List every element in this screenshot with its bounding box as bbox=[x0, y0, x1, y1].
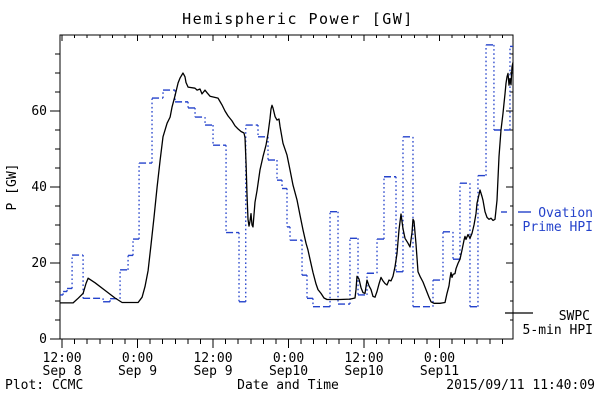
swpc-legend-label-line2: 5-min HPI bbox=[523, 323, 593, 338]
x-tick-time: 0:00 bbox=[273, 351, 304, 366]
x-tick-time: 0:00 bbox=[424, 351, 455, 366]
x-tick-date: Sep10 bbox=[344, 364, 383, 379]
x-axis-label: Date and Time bbox=[237, 378, 339, 393]
plot-timestamp: 2015/09/11 11:40:09 bbox=[446, 378, 595, 393]
x-tick-time: 0:00 bbox=[122, 351, 153, 366]
y-tick-label: 60 bbox=[31, 104, 47, 119]
swpc-legend-label-line1: SWPC bbox=[559, 309, 590, 324]
swpc-5min-hpi-series bbox=[60, 62, 514, 304]
x-tick-time: 12:00 bbox=[43, 351, 82, 366]
ovation-legend-label-line1: Ovation bbox=[538, 206, 593, 221]
x-tick-date: Sep 9 bbox=[193, 364, 232, 379]
legend-ovation: Ovation Prime HPI bbox=[501, 206, 593, 235]
y-tick-label: 0 bbox=[39, 332, 47, 347]
x-tick-date: Sep11 bbox=[420, 364, 459, 379]
axis-ticks bbox=[50, 35, 513, 348]
x-tick-date: Sep 8 bbox=[43, 364, 82, 379]
legend-swpc: SWPC 5-min HPI bbox=[505, 309, 593, 338]
y-tick-label: 40 bbox=[31, 180, 47, 195]
plot-box bbox=[59, 34, 514, 340]
x-tick-time: 12:00 bbox=[344, 351, 383, 366]
y-tick-label: 20 bbox=[31, 256, 47, 271]
x-tick-time: 12:00 bbox=[193, 351, 232, 366]
x-tick-date: Sep10 bbox=[269, 364, 308, 379]
ovation-prime-hpi-series bbox=[60, 44, 513, 308]
ovation-legend-label-line2: Prime HPI bbox=[523, 220, 593, 235]
plot-credit: Plot: CCMC bbox=[5, 378, 83, 393]
x-tick-date: Sep 9 bbox=[118, 364, 157, 379]
y-axis-label: P [GW] bbox=[5, 164, 20, 211]
chart-title: Hemispheric Power [GW] bbox=[182, 10, 414, 28]
